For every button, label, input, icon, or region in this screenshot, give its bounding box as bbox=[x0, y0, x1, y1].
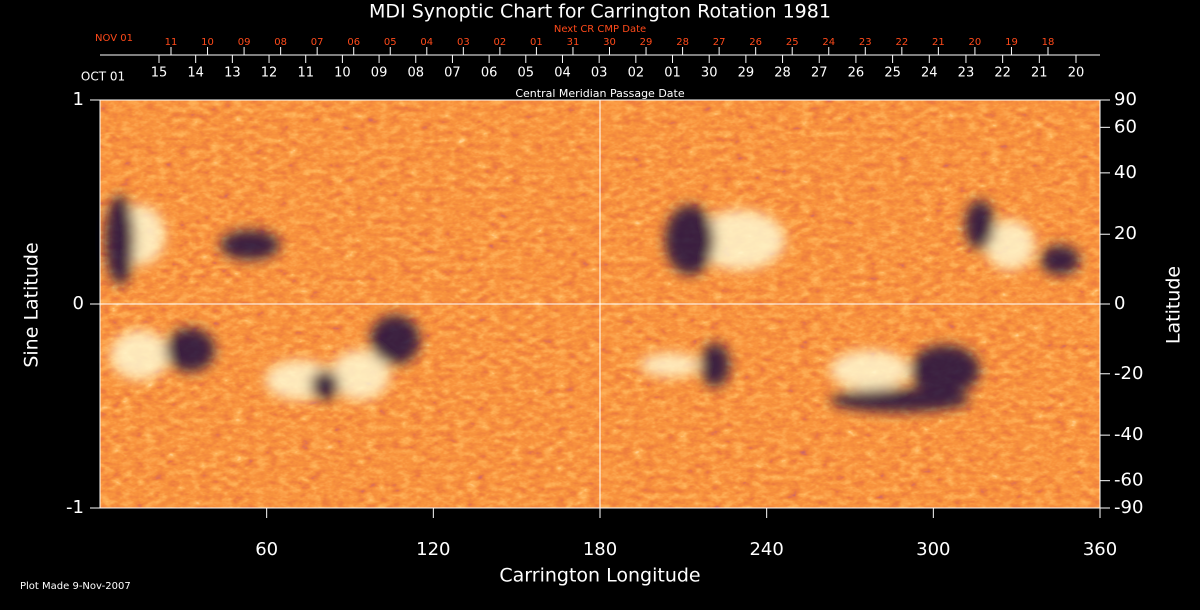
cmp-day-label: 20 bbox=[1068, 66, 1085, 81]
y2-tick-label: 90 bbox=[1114, 89, 1137, 110]
next-cmp-day-label: 27 bbox=[713, 37, 726, 48]
y2-tick-label: -90 bbox=[1114, 497, 1143, 518]
next-cmp-day-label: 01 bbox=[530, 37, 543, 48]
cmp-day-label: 10 bbox=[334, 66, 351, 81]
y2-tick-label: 40 bbox=[1114, 162, 1137, 183]
y-tick-label: -1 bbox=[66, 497, 84, 518]
cmp-day-label: 01 bbox=[664, 66, 681, 81]
next-cmp-day-label: 25 bbox=[786, 37, 799, 48]
next-cmp-day-label: 29 bbox=[640, 37, 653, 48]
next-cmp-day-label: 04 bbox=[420, 37, 433, 48]
cmp-day-label: 07 bbox=[444, 66, 461, 81]
cmp-day-label: 26 bbox=[848, 66, 865, 81]
next-cmp-day-label: 24 bbox=[822, 37, 835, 48]
next-cmp-label: Next CR CMP Date bbox=[554, 24, 646, 35]
y-tick-label: 1 bbox=[73, 89, 84, 110]
x-tick-label: 240 bbox=[749, 539, 783, 560]
next-cmp-day-label: 31 bbox=[567, 37, 580, 48]
y2-tick-label: -40 bbox=[1114, 424, 1143, 445]
cmp-day-label: 30 bbox=[701, 66, 718, 81]
cmp-day-label: 02 bbox=[628, 66, 645, 81]
cmp-day-label: 25 bbox=[884, 66, 901, 81]
y2-tick-label: 20 bbox=[1114, 223, 1137, 244]
cmp-day-label: 08 bbox=[407, 66, 424, 81]
x-tick-label: 300 bbox=[916, 539, 950, 560]
next-cmp-day-label: 06 bbox=[347, 37, 360, 48]
cmp-day-label: 09 bbox=[371, 66, 388, 81]
y2-tick-label: -20 bbox=[1114, 363, 1143, 384]
next-cmp-day-label: 08 bbox=[274, 37, 287, 48]
cmp-day-label: 11 bbox=[297, 66, 314, 81]
cmp-day-label: 29 bbox=[738, 66, 755, 81]
cmp-day-label: 04 bbox=[554, 66, 571, 81]
next-cmp-day-label: 30 bbox=[603, 37, 616, 48]
y2-tick-label: 0 bbox=[1114, 293, 1125, 314]
cmp-day-label: 06 bbox=[481, 66, 498, 81]
next-cmp-day-label: 21 bbox=[932, 37, 945, 48]
y-axis-title: Sine Latitude bbox=[21, 242, 43, 367]
cmp-day-label: 22 bbox=[994, 66, 1011, 81]
chart-title: MDI Synoptic Chart for Carrington Rotati… bbox=[369, 1, 831, 23]
cmp-day-label: 21 bbox=[1031, 66, 1048, 81]
next-cmp-day-label: 23 bbox=[859, 37, 872, 48]
next-cmp-day-label: 09 bbox=[238, 37, 251, 48]
x-tick-label: 120 bbox=[416, 539, 450, 560]
cmp-day-label: 23 bbox=[958, 66, 975, 81]
next-cmp-day-label: 19 bbox=[1005, 37, 1018, 48]
cmp-day-label: 13 bbox=[224, 66, 241, 81]
next-cmp-day-label: 11 bbox=[165, 37, 178, 48]
next-cmp-day-label: 20 bbox=[969, 37, 982, 48]
next-cmp-day-label: 07 bbox=[311, 37, 324, 48]
x-axis-title: Carrington Longitude bbox=[499, 565, 700, 587]
cmp-day-label: 15 bbox=[151, 66, 168, 81]
cmp-day-label: 14 bbox=[187, 66, 204, 81]
next-cmp-day-label: 05 bbox=[384, 37, 397, 48]
x-tick-label: 60 bbox=[255, 539, 278, 560]
cmp-start: OCT 01 bbox=[81, 70, 125, 84]
y2-axis-title: Latitude bbox=[1163, 266, 1185, 344]
next-cmp-day-label: 03 bbox=[457, 37, 470, 48]
next-cmp-day-label: 10 bbox=[201, 37, 214, 48]
cmp-day-label: 05 bbox=[518, 66, 535, 81]
cmp-day-label: 28 bbox=[774, 66, 791, 81]
y2-tick-label: -60 bbox=[1114, 470, 1143, 491]
y2-tick-label: 60 bbox=[1114, 116, 1137, 137]
next-cmp-day-label: 26 bbox=[749, 37, 762, 48]
next-cmp-day-label: 28 bbox=[676, 37, 689, 48]
x-tick-label: 360 bbox=[1083, 539, 1117, 560]
next-cmp-day-label: 22 bbox=[895, 37, 908, 48]
cmp-label: Central Meridian Passage Date bbox=[515, 87, 684, 100]
cmp-day-label: 27 bbox=[811, 66, 828, 81]
cmp-day-label: 12 bbox=[261, 66, 278, 81]
x-tick-label: 180 bbox=[583, 539, 617, 560]
cmp-day-label: 24 bbox=[921, 66, 938, 81]
next-cmp-start: NOV 01 bbox=[95, 33, 133, 44]
y-tick-label: 0 bbox=[73, 293, 84, 314]
footnote: Plot Made 9-Nov-2007 bbox=[20, 581, 131, 592]
active-regions bbox=[105, 195, 1080, 412]
next-cmp-day-label: 02 bbox=[494, 37, 507, 48]
cmp-day-label: 03 bbox=[591, 66, 608, 81]
next-cmp-day-label: 18 bbox=[1042, 37, 1055, 48]
